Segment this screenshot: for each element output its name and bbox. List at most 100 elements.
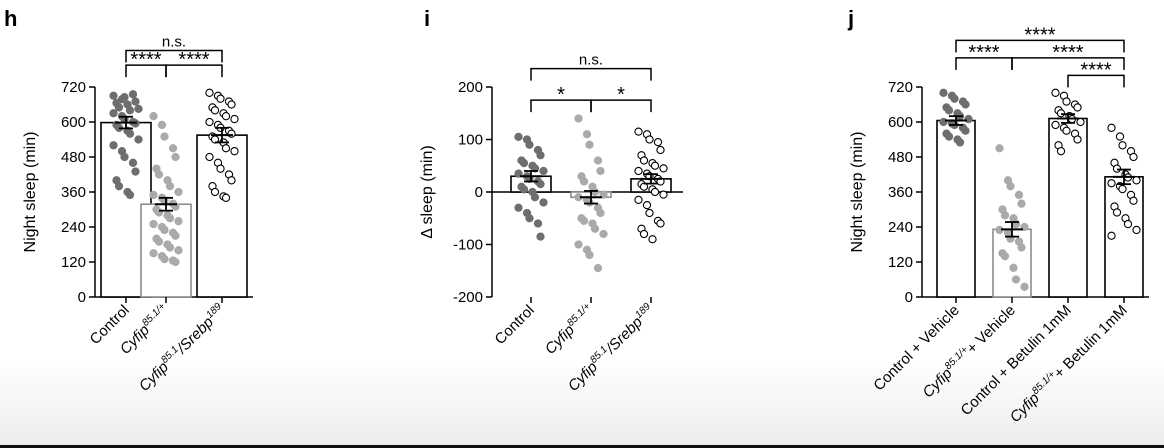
- data-point: [205, 152, 214, 162]
- significance-label: ****: [1024, 24, 1055, 46]
- data-point: [961, 100, 970, 109]
- data-point: [514, 203, 523, 212]
- data-point: [160, 254, 169, 264]
- data-point: [149, 219, 158, 229]
- data-point: [579, 177, 589, 186]
- chart-panel-j: 0 120 240 360 480 600 720 Night sleep (min) Cont…: [849, 24, 1149, 426]
- data-point: [536, 179, 545, 189]
- data-point: [109, 109, 118, 118]
- data-point: [1000, 211, 1010, 220]
- data-point: [645, 135, 654, 144]
- data-point: [149, 112, 158, 121]
- data-point: [634, 166, 643, 176]
- data-point: [539, 198, 548, 207]
- data-point: [210, 187, 220, 197]
- data-point: [964, 114, 973, 124]
- data-point: [114, 182, 124, 191]
- data-point: [582, 130, 592, 139]
- x-tick-label-superscript: 85.1/+: [565, 301, 593, 329]
- data-point: [1011, 275, 1021, 284]
- data-point: [230, 114, 239, 124]
- significance-bracket: [165, 64, 223, 78]
- y-tick-label: -200: [453, 289, 483, 306]
- significance-bracket: [1067, 74, 1125, 88]
- data-point: [536, 151, 545, 160]
- data-point: [944, 132, 954, 141]
- significance-label: ****: [1052, 42, 1083, 64]
- data-point: [171, 152, 180, 162]
- chart-panel-i: -200 -100 0 100 200 Δ sleep (min) Control Cyfip…: [419, 52, 683, 395]
- data-point: [1129, 152, 1138, 162]
- data-point: [585, 198, 594, 207]
- data-point: [230, 147, 239, 156]
- data-point: [939, 88, 948, 97]
- data-point: [131, 97, 140, 106]
- data-point: [1014, 190, 1024, 200]
- data-point: [1062, 97, 1071, 106]
- y-tick-label: 720: [888, 79, 913, 96]
- significance-label: ****: [1080, 59, 1111, 81]
- data-point: [165, 182, 175, 191]
- data-point: [1132, 225, 1141, 235]
- significance-label: ****: [178, 49, 209, 71]
- data-point: [955, 138, 965, 147]
- data-point: [216, 164, 225, 173]
- data-point: [599, 229, 608, 239]
- data-point: [539, 166, 548, 176]
- data-point: [1056, 147, 1066, 156]
- data-point: [174, 187, 183, 197]
- y-tick-label: 480: [61, 149, 86, 166]
- bar: [196, 134, 248, 298]
- data-point: [171, 257, 180, 267]
- data-point: [653, 137, 663, 147]
- y-tick-label: 120: [888, 254, 913, 271]
- data-point: [221, 144, 231, 153]
- y-tick-label: 100: [458, 132, 483, 149]
- data-point: [221, 193, 231, 202]
- data-point: [656, 145, 665, 155]
- data-point: [1129, 196, 1138, 205]
- x-tick-label-main: Control + Betulin 1mM: [958, 302, 1075, 419]
- data-point: [125, 190, 135, 200]
- y-tick-label: 600: [61, 114, 86, 131]
- bottom-rule: [0, 445, 1164, 448]
- significance-label: ****: [968, 42, 999, 64]
- bar: [936, 119, 976, 298]
- data-point: [645, 208, 654, 218]
- significance-label: n.s.: [162, 34, 186, 51]
- data-point: [659, 164, 668, 173]
- data-point: [1020, 282, 1029, 291]
- data-point: [154, 170, 164, 179]
- y-tick-label: 360: [61, 184, 86, 201]
- data-point: [120, 152, 129, 162]
- data-point: [514, 132, 523, 142]
- y-axis-title: Δ sleep (min): [419, 145, 436, 238]
- data-point: [221, 112, 231, 121]
- x-tick-label-tail: + Vehicle: [963, 302, 1018, 357]
- data-point: [171, 231, 180, 240]
- data-point: [1051, 88, 1060, 97]
- data-point: [227, 129, 236, 138]
- y-tick-label: 480: [888, 149, 913, 166]
- data-point: [157, 120, 167, 130]
- panel-label-j: j: [847, 6, 854, 31]
- y-axis-title: Night sleep (min): [849, 132, 866, 253]
- x-tick-label: Control: [492, 302, 538, 348]
- data-point: [634, 127, 643, 136]
- data-point: [1062, 126, 1071, 135]
- data-point: [995, 144, 1004, 153]
- data-point: [1009, 263, 1018, 272]
- x-tick-label-superscript: 85.1/+: [140, 301, 168, 329]
- y-tick-label: 120: [61, 254, 86, 271]
- data-point: [961, 126, 970, 135]
- data-point: [536, 232, 545, 241]
- data-point: [533, 219, 543, 228]
- data-point: [114, 103, 124, 112]
- data-point: [1132, 176, 1141, 185]
- data-point: [659, 190, 668, 199]
- data-point: [125, 129, 135, 138]
- data-point: [1107, 179, 1116, 188]
- data-point: [160, 132, 169, 141]
